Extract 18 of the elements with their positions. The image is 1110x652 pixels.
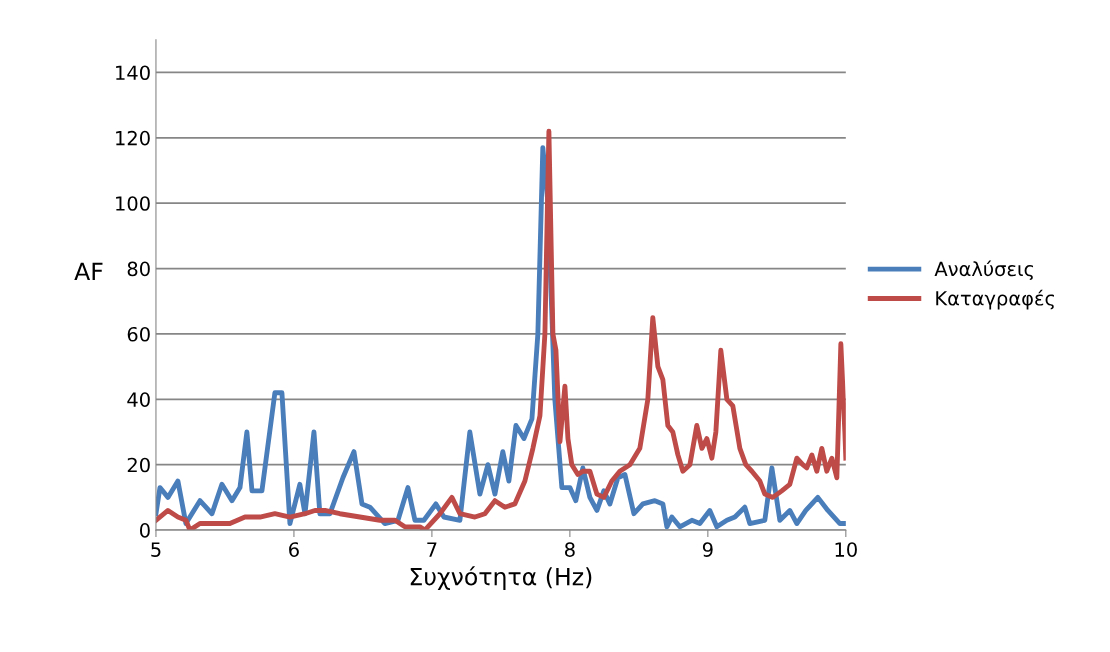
y-axis-title: AF — [74, 262, 103, 281]
y-tick-label: 40 — [127, 392, 150, 407]
y-tick-label: 140 — [116, 65, 150, 81]
y-tick-label: 20 — [127, 457, 150, 473]
legend-label: Αναλύσεις — [934, 260, 1034, 281]
y-tick-label: 0 — [140, 523, 150, 538]
x-tick-label: 7 — [427, 542, 437, 557]
y-tick-label: 60 — [127, 326, 150, 342]
x-tick-label: 9 — [702, 542, 713, 557]
y-tick-label: 120 — [116, 130, 150, 146]
x-tick-label: 10 — [835, 542, 857, 557]
x-tick-label: 8 — [565, 542, 575, 557]
legend-label: Καταγραφές — [936, 289, 1054, 310]
x-tick-label: 5 — [151, 542, 161, 557]
y-tick-label: 80 — [127, 261, 150, 277]
y-tick-label: 100 — [116, 196, 150, 211]
x-axis-title: Συχνότητα (Hz) — [410, 566, 592, 591]
x-tick-label: 6 — [289, 542, 299, 557]
